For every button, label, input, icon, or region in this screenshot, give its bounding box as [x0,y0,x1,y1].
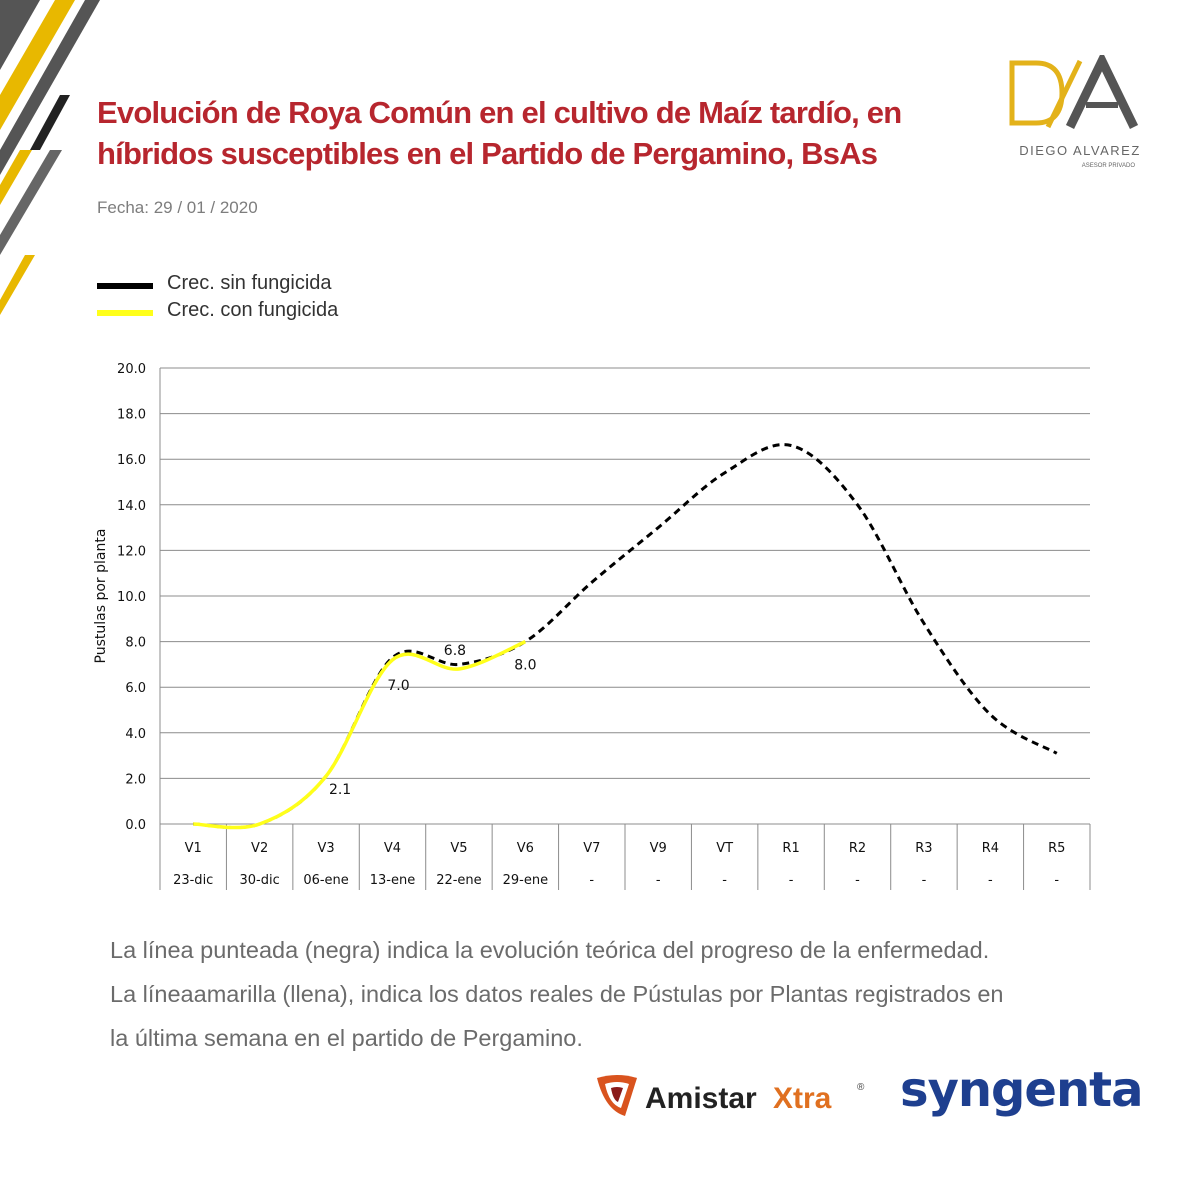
caption-line-1: La línea punteada (negra) indica la evol… [110,937,990,963]
line-chart: 0.0 2.0 4.0 6.0 8.0 10.0 12.0 14.0 16.0 18.0 20.0 V… [93,362,1091,890]
x-tick-label: R1 [782,841,799,856]
x-tick-label: V7 [583,841,600,856]
y-tick-label: 18.0 [117,408,146,423]
diego-alvarez-logo: DIEGO ALVAREZ ASESOR PRIVADO [1009,55,1141,169]
x-date-label: - [922,873,927,888]
y-axis-label: Pustulas por planta [93,529,109,664]
amistar-xtra-logo: Amistar Xtra ® [597,1075,865,1116]
x-tick-label: V1 [185,841,202,856]
caption-line-3: la última semana en el partido de Pergam… [110,1025,583,1051]
y-tick-label: 2.0 [125,772,146,787]
x-tick-label: VT [716,841,733,856]
y-tick-label: 16.0 [117,453,146,468]
x-tick-label: V9 [650,841,667,856]
x-date-label: 13-ene [370,873,415,888]
legend-label: Crec. sin fungicida [167,272,332,294]
x-tick-label: V2 [251,841,268,856]
x-date-label: - [855,873,860,888]
y-tick-label: 6.0 [125,681,146,696]
x-date-label: 23-dic [173,873,213,888]
y-tick-label: 14.0 [117,499,146,514]
caption-line-2: La líneaamarilla (llena), indica los dat… [110,981,1004,1007]
data-label: 8.0 [514,658,536,674]
x-date-label: - [656,873,661,888]
logo-name: DIEGO ALVAREZ [1019,143,1141,158]
x-date-label: 30-dic [240,873,280,888]
title-line-1: Evolución de Roya Común en el cultivo de… [97,95,902,130]
corner-stripes-decoration [0,0,100,315]
registered-mark: ® [857,1082,865,1093]
xtra-text: Xtra [773,1082,832,1115]
x-tick-label: R4 [982,841,999,856]
data-label: 6.8 [444,643,466,659]
x-tick-label: V3 [317,841,334,856]
x-tick-label: R2 [849,841,866,856]
logo-subtitle: ASESOR PRIVADO [1082,163,1136,169]
legend-swatch-black [97,283,153,289]
x-date-label: - [722,873,727,888]
x-date-label: - [789,873,794,888]
y-tick-label: 10.0 [117,590,146,605]
x-tick-label: V5 [450,841,467,856]
x-tick-label: R3 [915,841,932,856]
caption: La línea punteada (negra) indica la evol… [110,928,1170,1060]
syngenta-logo: syngenta [900,1062,1143,1118]
legend-swatch-yellow [97,310,153,316]
chart-title: Evolución de Roya Común en el cultivo de… [97,92,977,174]
y-tick-label: 8.0 [125,636,146,651]
x-date-label: 29-ene [503,873,548,888]
x-tick-label: V4 [384,841,401,856]
x-tick-label: R5 [1048,841,1065,856]
x-date-label: - [589,873,594,888]
data-label: 7.0 [387,678,409,694]
x-date-label: - [1054,873,1059,888]
amistar-text: Amistar [645,1082,757,1115]
x-date-label: - [988,873,993,888]
x-date-label: 06-ene [303,873,348,888]
title-line-2: híbridos susceptibles en el Partido de P… [97,136,878,171]
date-label: Fecha: 29 / 01 / 2020 [97,198,258,217]
y-tick-label: 20.0 [117,362,146,377]
x-date-label: 22-ene [436,873,481,888]
y-tick-label: 0.0 [125,818,146,833]
y-tick-label: 4.0 [125,727,146,742]
series-line-sin-fungicida [193,443,1058,830]
series-line-con-fungicida [193,639,527,830]
data-label: 2.1 [329,782,351,798]
x-tick-label: V6 [517,841,534,856]
y-tick-label: 12.0 [117,544,146,559]
legend-label: Crec. con fungicida [167,299,339,321]
